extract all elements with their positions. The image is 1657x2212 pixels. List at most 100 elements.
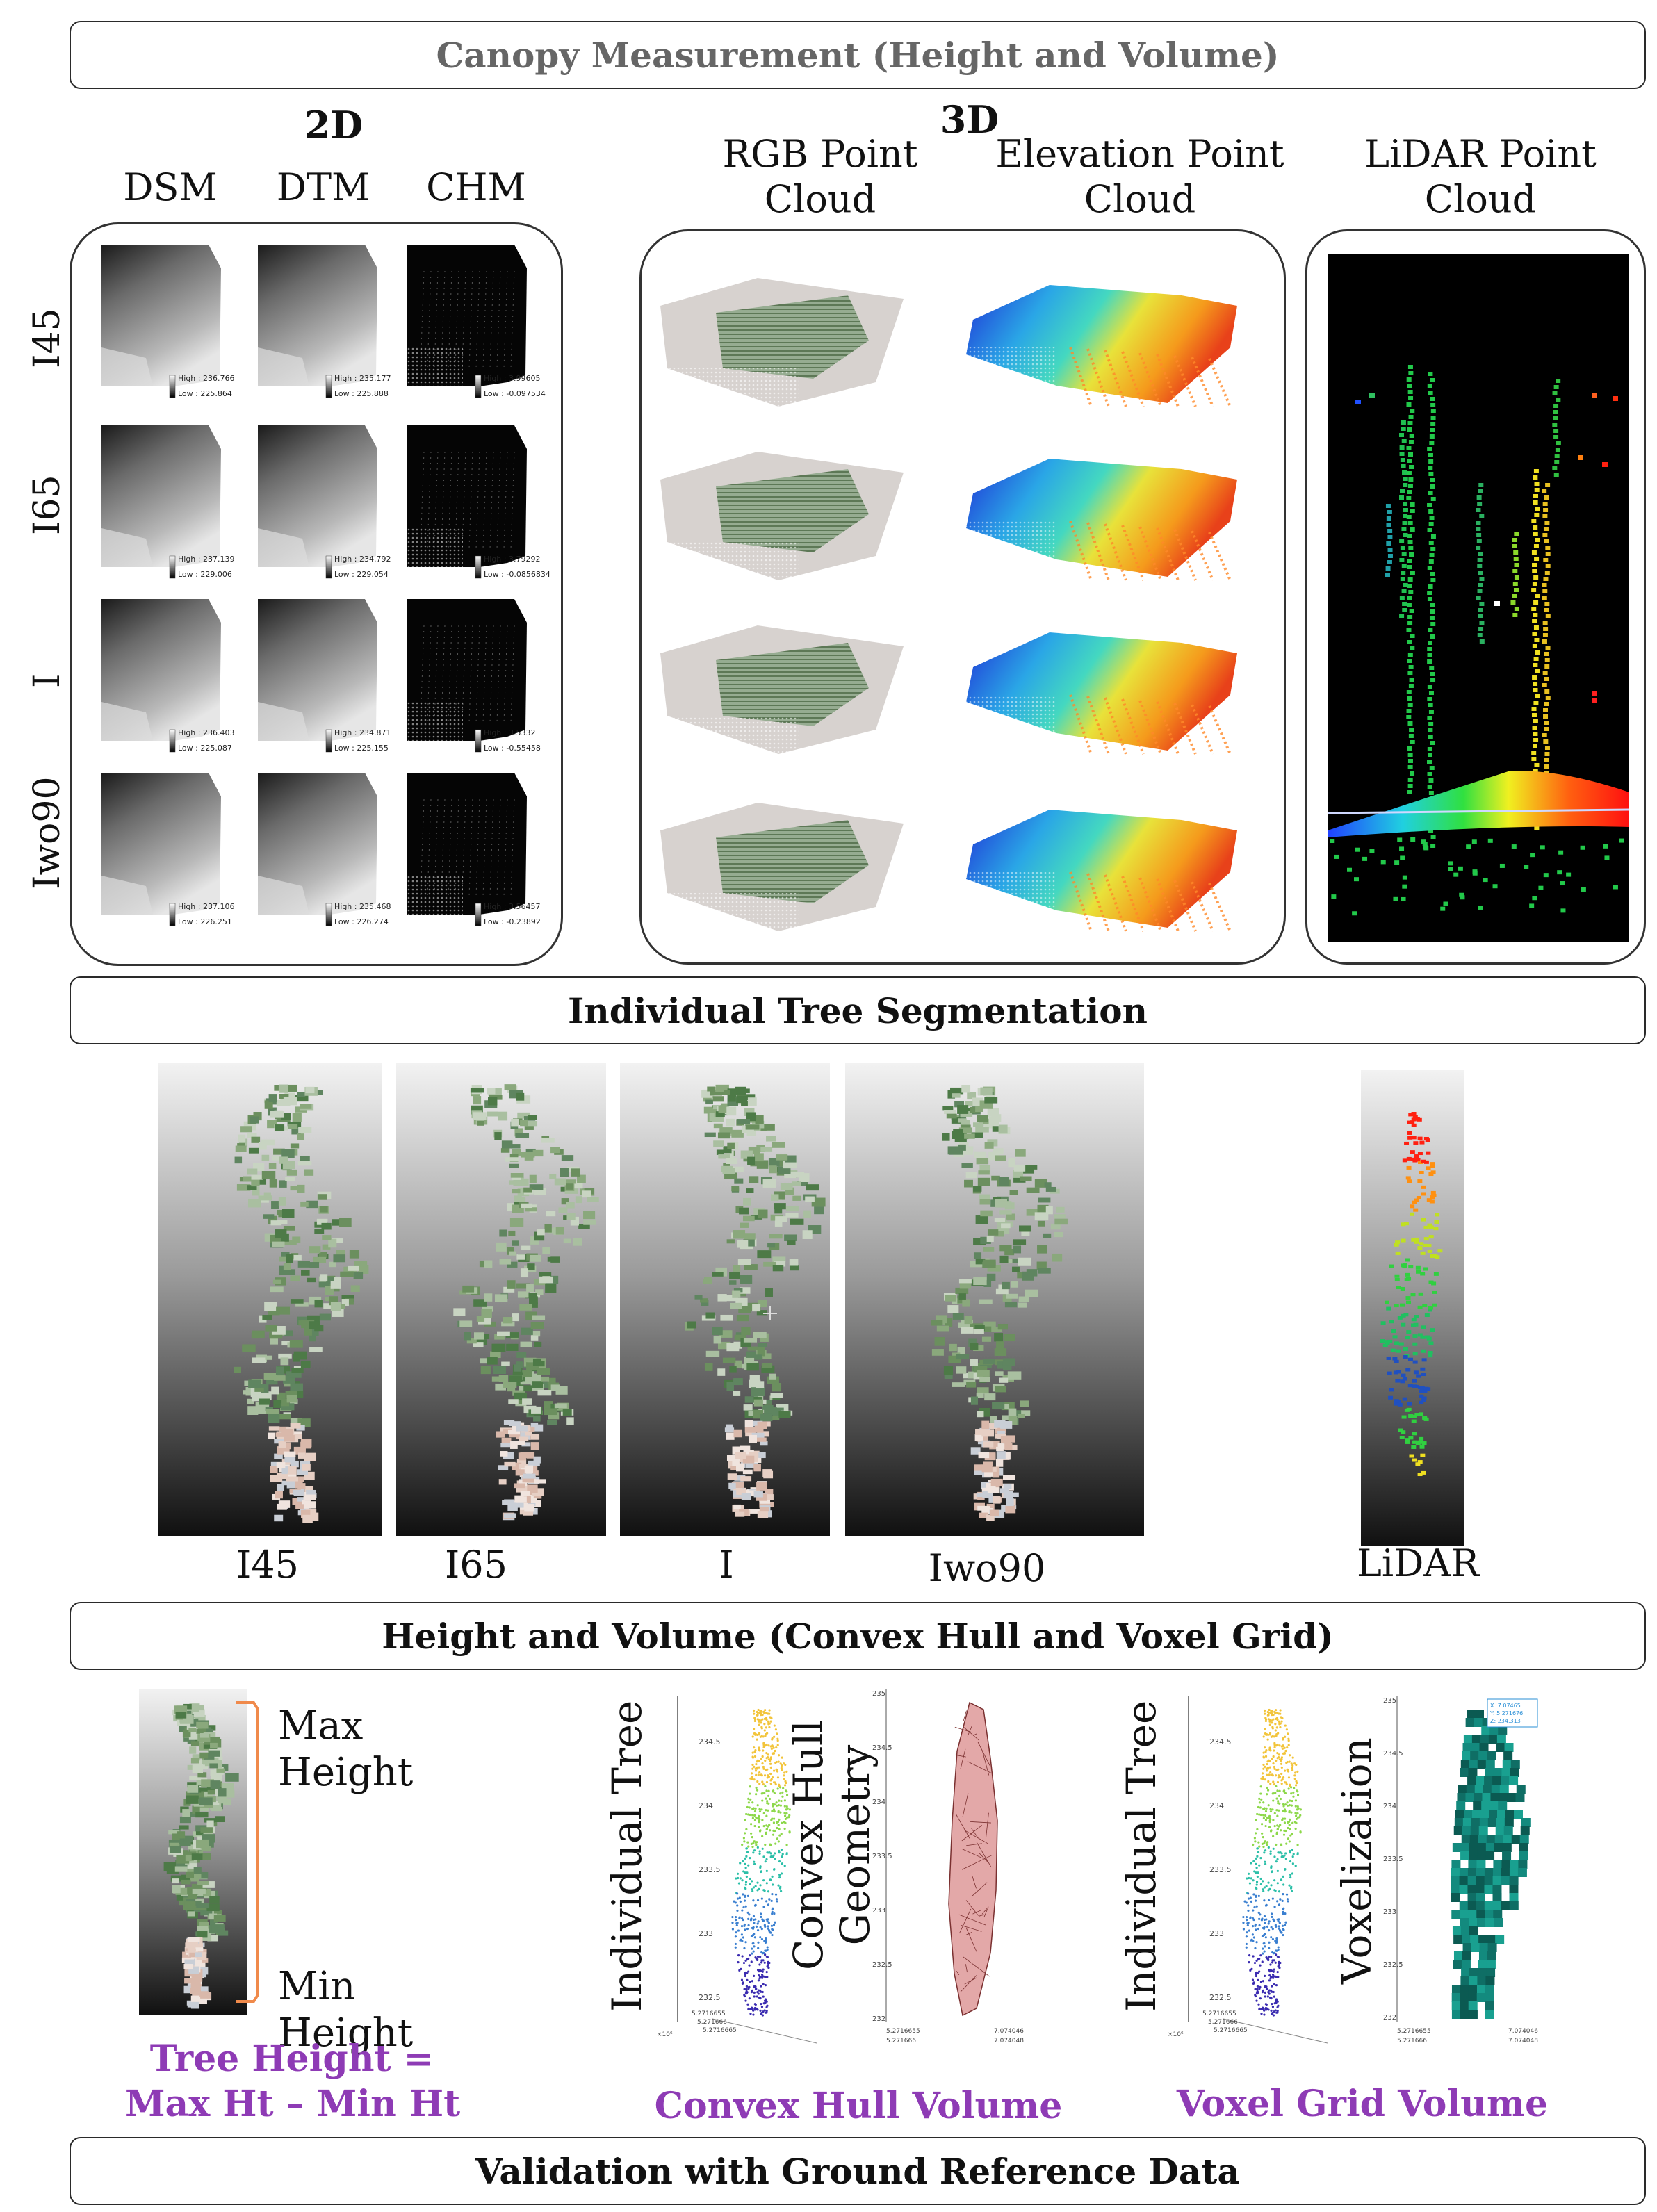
voxelization-label: Voxelization: [1333, 1737, 1380, 1984]
banner-validation-label: Validation with Ground Reference Data: [475, 2150, 1240, 2192]
svg-text:233.5: 233.5: [699, 1865, 721, 1874]
lidar-segmented-tree: [1361, 1070, 1464, 1546]
legend-high: High : 3.99605: [484, 374, 541, 383]
svg-text:234.5: 234.5: [1383, 1750, 1403, 1758]
svg-text:233: 233: [872, 1907, 885, 1915]
legend-low: Low : 225.888: [334, 389, 389, 398]
legend-high: High : 235.177: [334, 374, 391, 383]
banner-height-volume: Height and Volume (Convex Hull and Voxel…: [70, 1602, 1646, 1670]
svg-text:232.5: 232.5: [1209, 1993, 1232, 2002]
svg-text:233: 233: [1209, 1929, 1224, 1938]
svg-text:7.074048: 7.074048: [994, 2038, 1024, 2045]
rgb-point-cloud-3: [660, 625, 904, 754]
elevation-point-cloud-2: [966, 459, 1237, 581]
svg-text:232: 232: [872, 2015, 885, 2023]
legend-low: Low : -0.097534: [484, 389, 546, 398]
svg-text:×10⁶: ×10⁶: [657, 2031, 673, 2038]
svg-text:5.2716655: 5.2716655: [1202, 2010, 1236, 2017]
segmented-trees: [158, 1063, 1144, 1536]
legend-low: Low : 225.087: [178, 744, 232, 753]
raster-dtm-i65: [258, 425, 377, 579]
tree-lidar-label: LiDAR: [1356, 1541, 1480, 1585]
banner-segmentation-label: Individual Tree Segmentation: [567, 990, 1148, 1031]
svg-text:235: 235: [872, 1690, 885, 1698]
section-2d-title: 2D: [304, 103, 364, 147]
svg-text:5.271666: 5.271666: [886, 2038, 916, 2045]
col-elevation-point-cloud-label: Elevation Point Cloud: [995, 132, 1284, 221]
elevation-point-cloud-1: [966, 285, 1237, 407]
banner-tree-segmentation: Individual Tree Segmentation: [70, 976, 1646, 1044]
col-rgb-point-cloud-label: RGB Point Cloud: [722, 132, 918, 221]
svg-text:Y: 5.271676: Y: 5.271676: [1489, 1710, 1523, 1717]
segmented-tree-iwo90: [845, 1063, 1144, 1536]
legend-low: Low : 225.155: [334, 744, 389, 753]
col-dsm-label: DSM: [123, 165, 218, 209]
individual-tree-plot-2: 234.5 234 233.5 233 232.5 5.2716655 5.2716665.…: [1168, 1696, 1328, 2044]
raster-dsm-i45: [101, 245, 221, 398]
legend-low: Low : 226.251: [178, 917, 232, 926]
tree-height-formula: Tree Height = Max Ht – Min Ht: [125, 2036, 461, 2127]
tree-height-formula-line1: Tree Height =: [149, 2038, 434, 2080]
col-lidar-point-cloud-label: LiDAR Point Cloud: [1364, 132, 1597, 221]
individual-tree-label-1: Individual Tree: [603, 1700, 651, 2012]
tree-iwo90-label: Iwo90: [928, 1546, 1046, 1590]
raster-dtm-i45: [258, 245, 377, 398]
row-i45-label: I45: [26, 308, 68, 368]
convex-hull-geometry-line1: Convex Hull: [785, 1720, 832, 1970]
svg-text:5.271666: 5.271666: [1208, 2019, 1238, 2026]
row-i65-label: I65: [26, 475, 68, 535]
svg-text:234.5: 234.5: [699, 1737, 721, 1746]
rgb-point-cloud-2: [660, 452, 904, 580]
svg-text:233.5: 233.5: [872, 1853, 892, 1860]
raster-dtm-iwo90: [258, 773, 377, 926]
section-3d-title: 3D: [940, 97, 999, 142]
legend-low: Low : -0.55458: [484, 744, 541, 753]
raster-dtm-i: [258, 599, 377, 753]
raster-chm-iwo90: [407, 773, 527, 926]
col-chm-label: CHM: [426, 165, 526, 209]
point-cloud-renders: [660, 278, 1237, 932]
raster-chm-i: [407, 599, 527, 753]
banner-height-volume-label: Height and Volume (Convex Hull and Voxel…: [382, 1615, 1334, 1657]
legend-high: High : 3.5332: [484, 728, 536, 737]
raster-dsm-iwo90: [101, 773, 221, 926]
legend-high: High : 237.106: [178, 902, 235, 911]
legend-high: High : 234.871: [334, 728, 391, 737]
legend-high: High : 236.403: [178, 728, 235, 737]
min-height-label: Min Height: [278, 1964, 414, 2056]
individual-tree-plot-1: 234.5 234 233.5 233 232.5 5.2716655 5.2716665.…: [657, 1696, 817, 2044]
svg-text:232.5: 232.5: [699, 1993, 721, 2002]
svg-text:234: 234: [699, 1801, 713, 1810]
individual-tree-label-2: Individual Tree: [1118, 1700, 1165, 2012]
svg-text:234: 234: [872, 1799, 885, 1806]
legend-low: Low : 226.274: [334, 917, 389, 926]
elevation-point-cloud-4: [966, 810, 1237, 932]
segmented-tree-i45: [158, 1063, 382, 1536]
svg-text:7.074048: 7.074048: [1508, 2038, 1538, 2045]
raster-dsm-i65: [101, 425, 221, 579]
legend-low: Low : -0.0856834: [484, 570, 550, 579]
svg-text:7.074046: 7.074046: [994, 2028, 1024, 2035]
legend-high: High : 236.766: [178, 374, 235, 383]
svg-text:233.5: 233.5: [1209, 1865, 1232, 1874]
legend-high: High : 3.56457: [484, 902, 541, 911]
voxel-grid-volume-label: Voxel Grid Volume: [1176, 2083, 1549, 2125]
segmented-tree-i65: [396, 1063, 606, 1536]
svg-text:232.5: 232.5: [872, 1961, 892, 1969]
row-iwo90-label: Iwo90: [26, 776, 68, 890]
banner-canopy-label: Canopy Measurement (Height and Volume): [436, 34, 1280, 76]
svg-text:232: 232: [1383, 2014, 1396, 2022]
convex-hull-geometry-label: Convex Hull Geometry: [785, 1720, 879, 1970]
svg-text:234: 234: [1209, 1801, 1224, 1810]
legend-low: Low : 225.864: [178, 389, 232, 398]
tree-height-formula-line2: Max Ht – Min Ht: [125, 2083, 461, 2125]
svg-text:5.2716665: 5.2716665: [1214, 2027, 1248, 2034]
col-dtm-label: DTM: [276, 165, 370, 209]
svg-text:234: 234: [1383, 1803, 1396, 1810]
convex-hull-volume-label: Convex Hull Volume: [654, 2085, 1063, 2127]
svg-text:233.5: 233.5: [1383, 1855, 1403, 1863]
svg-text:232.5: 232.5: [1383, 1961, 1403, 1969]
rgb-point-cloud-4: [660, 803, 904, 931]
svg-text:×10⁶: ×10⁶: [1168, 2031, 1184, 2038]
svg-text:233: 233: [699, 1929, 713, 1938]
